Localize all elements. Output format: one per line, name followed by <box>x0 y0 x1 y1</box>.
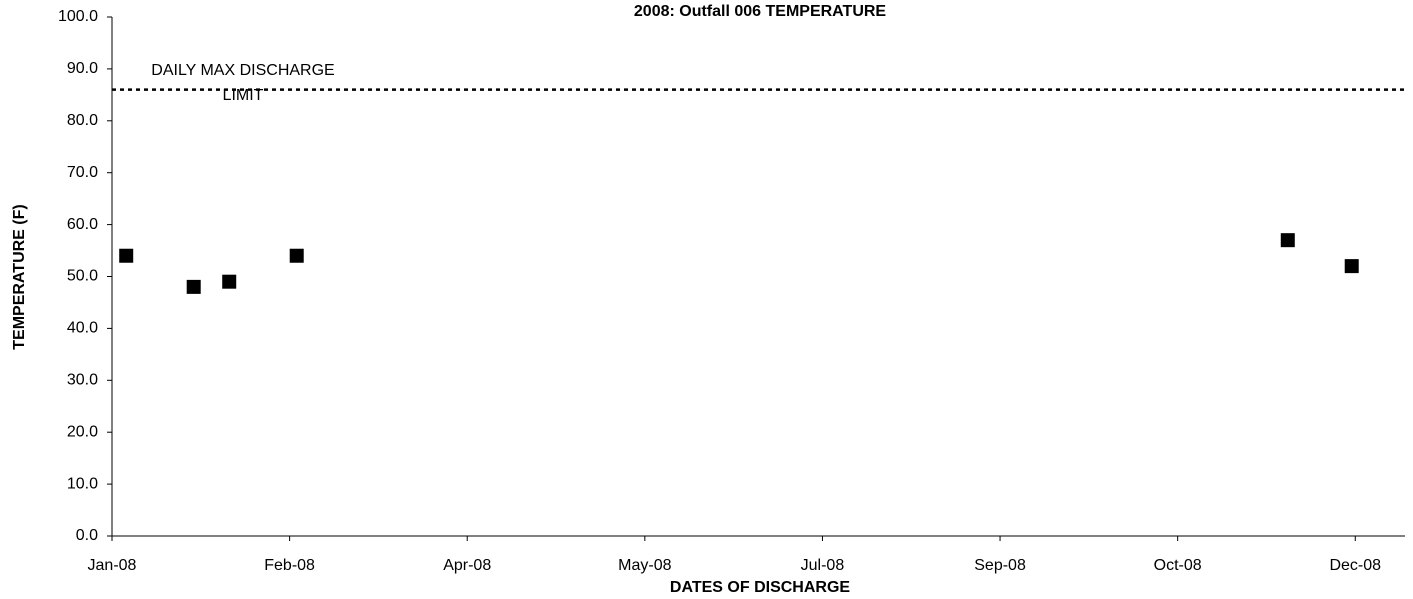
data-point <box>186 279 201 294</box>
chart-title: 2008: Outfall 006 TEMPERATURE <box>634 3 887 20</box>
y-tick-label: 100.0 <box>58 8 98 25</box>
x-tick-label: Jul-08 <box>801 557 845 574</box>
data-point <box>119 248 134 263</box>
y-tick-label: 60.0 <box>67 216 98 233</box>
y-tick-label: 0.0 <box>76 527 98 544</box>
x-tick-label: Feb-08 <box>264 557 315 574</box>
data-point <box>222 274 237 289</box>
annotation: DAILY MAX DISCHARGE <box>151 62 334 79</box>
x-tick-label: Dec-08 <box>1329 557 1381 574</box>
data-point <box>289 248 304 263</box>
y-tick-label: 70.0 <box>67 164 98 181</box>
y-tick-label: 40.0 <box>67 320 98 337</box>
y-tick-label: 90.0 <box>67 60 98 77</box>
y-tick-label: 20.0 <box>67 423 98 440</box>
x-tick-label: Sep-08 <box>974 557 1026 574</box>
y-axis-label: TEMPERATURE (F) <box>11 204 28 349</box>
y-tick-label: 50.0 <box>67 268 98 285</box>
y-tick-label: 80.0 <box>67 112 98 129</box>
x-tick-label: Apr-08 <box>443 557 491 574</box>
x-tick-label: May-08 <box>618 557 671 574</box>
y-tick-label: 10.0 <box>67 475 98 492</box>
data-point <box>1344 259 1359 274</box>
x-tick-label: Oct-08 <box>1154 557 1202 574</box>
y-tick-label: 30.0 <box>67 372 98 389</box>
annotation: LIMIT <box>223 87 264 104</box>
data-point <box>1280 233 1295 248</box>
x-tick-label: Jan-08 <box>88 557 137 574</box>
x-axis-label: DATES OF DISCHARGE <box>670 579 850 596</box>
